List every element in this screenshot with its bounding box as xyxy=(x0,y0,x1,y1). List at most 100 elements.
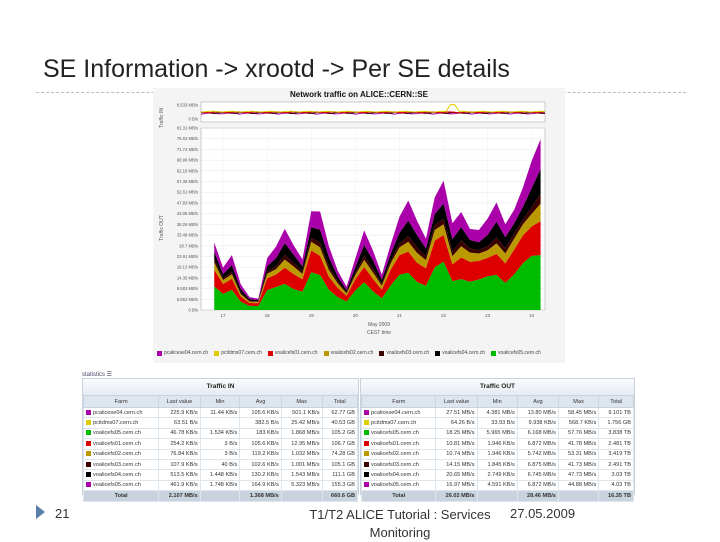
value-cell: 16.97 MB/s xyxy=(435,479,478,492)
value-cell: 12.95 MB/s xyxy=(280,438,323,450)
series-swatch xyxy=(86,461,91,467)
farm-cell: voalicefs01.cern.ch xyxy=(82,438,160,450)
total-cell xyxy=(557,490,600,502)
farm-cell: voalicefs04.cern.ch xyxy=(360,469,437,481)
value-cell: 382.5 B/s xyxy=(239,417,282,429)
value-cell: 1.448 KB/s xyxy=(199,469,241,481)
legend-item: voalicefs02.cern.ch xyxy=(323,345,374,361)
farm-cell: voalicefs02.cern.ch xyxy=(82,448,160,460)
column-header[interactable]: Max xyxy=(280,395,323,408)
table-row: pcitdms07.cern.ch 63.51 B/s 382.5 B/s 25.42… xyxy=(82,417,359,429)
value-cell: 107.9 KB/s xyxy=(158,458,201,471)
legend-label: voalicefs01.cern.ch xyxy=(274,350,318,356)
value-cell: 3.03 TB xyxy=(598,469,634,481)
total-cell: 26.02 MB/s xyxy=(435,490,478,502)
value-cell: 106.7 GB xyxy=(321,438,359,450)
farm-cell: voalicefs05.cern.ch xyxy=(82,479,160,492)
column-header[interactable]: Avg xyxy=(516,395,559,408)
farm-cell: voalicefs05.cern.ch xyxy=(360,479,437,492)
chart-ylabel-top: Traffic IN xyxy=(159,108,165,128)
column-header[interactable]: Min xyxy=(476,395,518,408)
value-cell: 6.872 MB/s xyxy=(516,479,559,492)
chart-x-subtitle: May 2009 xyxy=(368,322,390,328)
y-tick-label: 6.853 MB/s xyxy=(177,297,198,302)
traffic-in-line-3 xyxy=(200,104,546,113)
traffic-in-table: Traffic IN Farm Last value Min Avg Max Total p… xyxy=(82,378,359,502)
y-tick-label: 9.583 MB/s xyxy=(177,286,198,291)
series-swatch xyxy=(86,409,91,415)
value-cell: 64.26 B/s xyxy=(435,417,478,429)
value-cell: 4.591 KB/s xyxy=(476,479,518,492)
table-row: pcalicese04.cern.ch 225.9 KB/s 11.44 KB/s 1… xyxy=(82,406,359,419)
value-cell: 513.5 KB/s xyxy=(158,469,201,481)
value-cell: 461.9 KB/s xyxy=(158,479,201,492)
y-tick-label: 23.91 MB/s xyxy=(177,254,198,259)
x-tick-label: 22 xyxy=(441,313,447,318)
table-row: voalicefs02.cern.ch 10.74 MB/s 1.946 KB/s 5… xyxy=(360,448,634,460)
table-row: voalicefs02.cern.ch 76.84 KB/s 3 B/s 119.2 … xyxy=(82,448,359,460)
legend-item: voalicefs04.cern.ch xyxy=(435,345,485,361)
top-y-tick-label: 0 B/s xyxy=(188,117,198,122)
value-cell: 3.838 TB xyxy=(598,427,634,440)
legend-item: voalicefs03.cern.ch xyxy=(379,345,429,361)
column-header[interactable]: Avg xyxy=(239,395,282,408)
value-cell: 57.76 MB/s xyxy=(557,427,600,440)
area-series-0 xyxy=(214,255,541,310)
farm-cell: voalicefs03.cern.ch xyxy=(360,458,437,471)
value-cell: 40.53 GB xyxy=(321,417,359,429)
value-cell: 105.6 KB/s xyxy=(239,406,282,419)
traffic-out-title: Traffic OUT xyxy=(361,379,634,395)
x-tick-label: 23 xyxy=(485,313,491,318)
total-cell: 28.46 MB/s xyxy=(516,490,559,502)
table-row: voalicefs04.cern.ch 20.65 MB/s 2.749 KB/s 6… xyxy=(360,469,634,481)
series-swatch xyxy=(364,461,369,467)
statistics-label[interactable]: statistics ☰ xyxy=(82,372,113,378)
column-header[interactable]: Total xyxy=(321,395,359,408)
column-header[interactable]: Total xyxy=(598,395,634,408)
farm-cell: voalicefs05.cern.ch xyxy=(82,427,160,440)
y-tick-label: 62.18 MB/s xyxy=(177,168,198,173)
footer-title: T1/T2 ALICE Tutorial : Services Monitori… xyxy=(309,507,491,540)
y-tick-label: 66.96 MB/s xyxy=(177,158,198,163)
y-tick-label: 19.13 MB/s xyxy=(177,265,198,270)
table-row: voalicefs01.cern.ch 254.2 KB/s 3 B/s 105.6 … xyxy=(82,438,359,450)
x-tick-label: 21 xyxy=(397,313,403,318)
chart-ylabel: Traffic OUT xyxy=(159,215,165,241)
x-tick-label: 20 xyxy=(353,313,359,318)
farm-cell: pcitdms07.cern.ch xyxy=(82,417,160,429)
legend-label: voalicefs02.cern.ch xyxy=(330,350,374,356)
value-cell: 2.749 KB/s xyxy=(476,469,518,481)
value-cell: 3 B/s xyxy=(199,438,241,450)
table-row: voalicefs05.cern.ch 461.9 KB/s 1.748 KB/s 1… xyxy=(82,479,359,492)
y-tick-label: 14.35 MB/s xyxy=(177,275,198,280)
value-cell: 105.6 KB/s xyxy=(239,438,282,450)
traffic-in-grid: Farm Last value Min Avg Max Total pcalicese04.… xyxy=(82,395,359,502)
column-header[interactable]: Last value xyxy=(435,395,478,408)
series-swatch xyxy=(86,451,91,457)
chart-xlabel: CEST time xyxy=(367,330,391,336)
farm-cell: voalicefs02.cern.ch xyxy=(360,448,437,460)
value-cell: 14.15 MB/s xyxy=(435,458,478,471)
value-cell: 33.93 B/s xyxy=(476,417,518,429)
column-header[interactable]: Farm xyxy=(360,395,437,408)
series-swatch xyxy=(86,482,91,488)
table-row: voalicefs05.cern.ch 18.25 MB/s 5.965 MB/s 6… xyxy=(360,427,634,440)
column-header[interactable]: Min xyxy=(199,395,241,408)
traffic-out-table: Traffic OUT Farm Last value Min Avg Max Total… xyxy=(360,378,635,502)
value-cell: 1.756 GB xyxy=(598,417,634,429)
y-tick-label: 0 B/s xyxy=(188,308,198,313)
value-cell: 10.74 MB/s xyxy=(435,448,478,460)
series-swatch xyxy=(364,440,369,446)
farm-cell: voalicefs05.cern.ch xyxy=(360,427,437,440)
column-header[interactable]: Last value xyxy=(158,395,201,408)
area-series-2 xyxy=(214,203,541,304)
column-header[interactable]: Farm xyxy=(82,395,160,408)
series-swatch xyxy=(364,409,369,415)
legend-swatch xyxy=(379,350,385,356)
traffic-out-grid: Farm Last value Min Avg Max Total pcalicese04.… xyxy=(360,395,634,502)
value-cell xyxy=(199,417,241,429)
area-series-1 xyxy=(214,221,541,306)
chart-title: Network traffic on ALICE::CERN::SE xyxy=(290,90,429,99)
value-cell: 13.80 MB/s xyxy=(516,406,559,419)
column-header[interactable]: Max xyxy=(557,395,600,408)
